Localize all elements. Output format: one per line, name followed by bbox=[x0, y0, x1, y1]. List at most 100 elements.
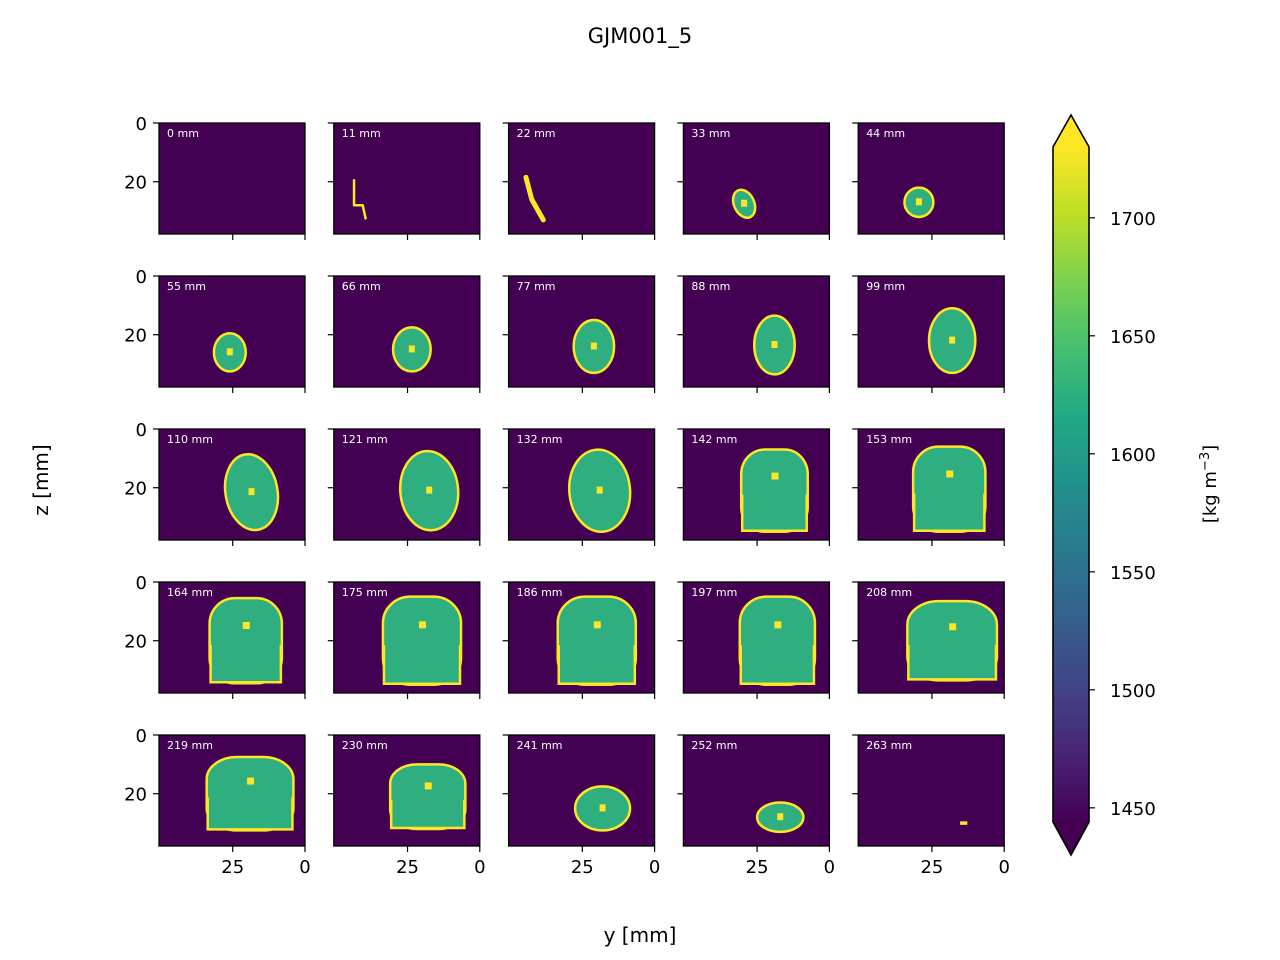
tissue-core bbox=[242, 621, 250, 629]
x-tick-label: 25 bbox=[396, 857, 419, 878]
slice-frame bbox=[507, 581, 656, 694]
x-tick-label: 0 bbox=[474, 857, 485, 878]
slice-frame bbox=[857, 275, 1005, 388]
slice-background bbox=[858, 123, 1005, 234]
slice-panel: 88 mm bbox=[677, 275, 831, 393]
tissue-rim bbox=[907, 644, 998, 681]
slice-label: 153 mm bbox=[866, 433, 912, 446]
slice-background bbox=[683, 735, 830, 846]
colorbar-tick-label: 1550 bbox=[1110, 563, 1156, 584]
panel-grid: 0 mm 0 20 11 mm 22 mm 33 mm 44 mm 55 mm 0 20 66 mm… bbox=[124, 114, 1010, 878]
slice-panel: 121 mm bbox=[327, 428, 481, 546]
slice-panel: 132 mm bbox=[502, 428, 656, 546]
y-tick-label: 20 bbox=[124, 173, 147, 194]
tissue-core bbox=[949, 336, 956, 344]
tissue-core bbox=[596, 486, 603, 494]
x-tick-label: 0 bbox=[649, 857, 660, 878]
slice-frame bbox=[682, 428, 831, 541]
slice-panel: 0 mm 0 20 bbox=[124, 114, 306, 240]
tissue-core bbox=[424, 782, 432, 790]
tissue-core bbox=[946, 470, 954, 478]
tissue-region-lower bbox=[559, 645, 634, 684]
tissue-region-lower bbox=[392, 799, 464, 828]
slice-label: 121 mm bbox=[342, 433, 388, 446]
x-tick-label: 25 bbox=[571, 857, 594, 878]
slice-frame bbox=[507, 122, 656, 235]
slice-frame bbox=[507, 428, 656, 541]
y-tick-label: 20 bbox=[124, 632, 147, 653]
x-tick-label: 0 bbox=[998, 857, 1009, 878]
slice-panel: 208 mm bbox=[852, 581, 1005, 699]
slice-frame bbox=[333, 122, 481, 235]
slice-panel: 110 mm 0 20 bbox=[124, 420, 306, 546]
slice-frame bbox=[333, 428, 481, 541]
slice-frame bbox=[857, 428, 1005, 541]
slice-frame bbox=[857, 581, 1005, 694]
y-tick-label: 0 bbox=[136, 420, 147, 441]
tissue-region-lower bbox=[741, 645, 813, 684]
slice-panel: 77 mm bbox=[502, 275, 656, 393]
tissue-region-lower bbox=[909, 644, 995, 680]
slice-frame bbox=[857, 734, 1005, 847]
y-tick-label: 20 bbox=[124, 785, 147, 806]
tissue-region bbox=[523, 174, 546, 223]
tissue-region bbox=[960, 821, 968, 825]
slice-background bbox=[508, 123, 655, 234]
tissue-core bbox=[915, 198, 922, 206]
slice-panel: 230 mm 25 0 bbox=[327, 734, 486, 878]
slice-frame bbox=[333, 275, 481, 388]
slice-label: 33 mm bbox=[691, 127, 730, 140]
tissue-core bbox=[771, 472, 779, 480]
slice-label: 44 mm bbox=[866, 127, 905, 140]
slice-background bbox=[683, 123, 830, 234]
slice-label: 0 mm bbox=[167, 127, 199, 140]
slice-background bbox=[858, 735, 1005, 846]
tissue-core bbox=[418, 621, 426, 629]
tissue-region-lower bbox=[384, 645, 460, 684]
slice-panel: 241 mm 25 0 bbox=[502, 734, 660, 878]
slice-frame bbox=[682, 275, 831, 388]
tissue-core bbox=[593, 621, 601, 629]
slice-frame bbox=[333, 734, 481, 847]
tissue-core bbox=[599, 804, 606, 812]
colorbar: 1450 1500 1550 1600 1650 1700 [kg m−3] bbox=[1052, 113, 1221, 857]
tissue-region-lower bbox=[211, 644, 280, 683]
slice-label: 230 mm bbox=[342, 739, 388, 752]
slice-label: 132 mm bbox=[517, 433, 563, 446]
slice-label: 197 mm bbox=[691, 586, 737, 599]
slice-label: 66 mm bbox=[342, 280, 381, 293]
tissue-core bbox=[949, 623, 957, 631]
slice-frame bbox=[857, 122, 1005, 235]
tissue-core bbox=[247, 777, 255, 785]
slice-frame bbox=[158, 581, 306, 694]
slice-label: 110 mm bbox=[167, 433, 213, 446]
tissue-region bbox=[352, 179, 367, 220]
slice-frame bbox=[158, 275, 306, 388]
slice-label: 252 mm bbox=[691, 739, 737, 752]
x-tick-label: 0 bbox=[299, 857, 310, 878]
slice-panel: 55 mm 0 20 bbox=[124, 267, 306, 393]
slice-panel: 33 mm bbox=[677, 122, 831, 240]
tissue-core bbox=[771, 341, 778, 349]
slice-background bbox=[159, 123, 305, 234]
colorbar-gradient bbox=[1053, 147, 1089, 822]
slice-label: 219 mm bbox=[167, 739, 213, 752]
tissue-rim bbox=[912, 493, 986, 533]
slice-frame bbox=[507, 734, 656, 847]
colorbar-label: [kg m−3] bbox=[1198, 445, 1221, 523]
slice-label: 142 mm bbox=[691, 433, 737, 446]
tissue-core bbox=[226, 348, 233, 356]
slice-label: 208 mm bbox=[866, 586, 912, 599]
colorbar-tick-label: 1600 bbox=[1110, 445, 1156, 466]
colorbar-outline bbox=[1052, 113, 1090, 857]
slice-panel: 142 mm bbox=[677, 428, 831, 546]
slice-label: 11 mm bbox=[342, 127, 381, 140]
slice-frame bbox=[682, 122, 831, 235]
tissue-region-lower bbox=[208, 797, 292, 830]
tissue-rim bbox=[389, 799, 466, 830]
slice-label: 263 mm bbox=[866, 739, 912, 752]
tissue-rim bbox=[209, 644, 283, 684]
y-tick-label: 0 bbox=[136, 114, 147, 135]
colorbar-tick-label: 1650 bbox=[1110, 327, 1156, 348]
